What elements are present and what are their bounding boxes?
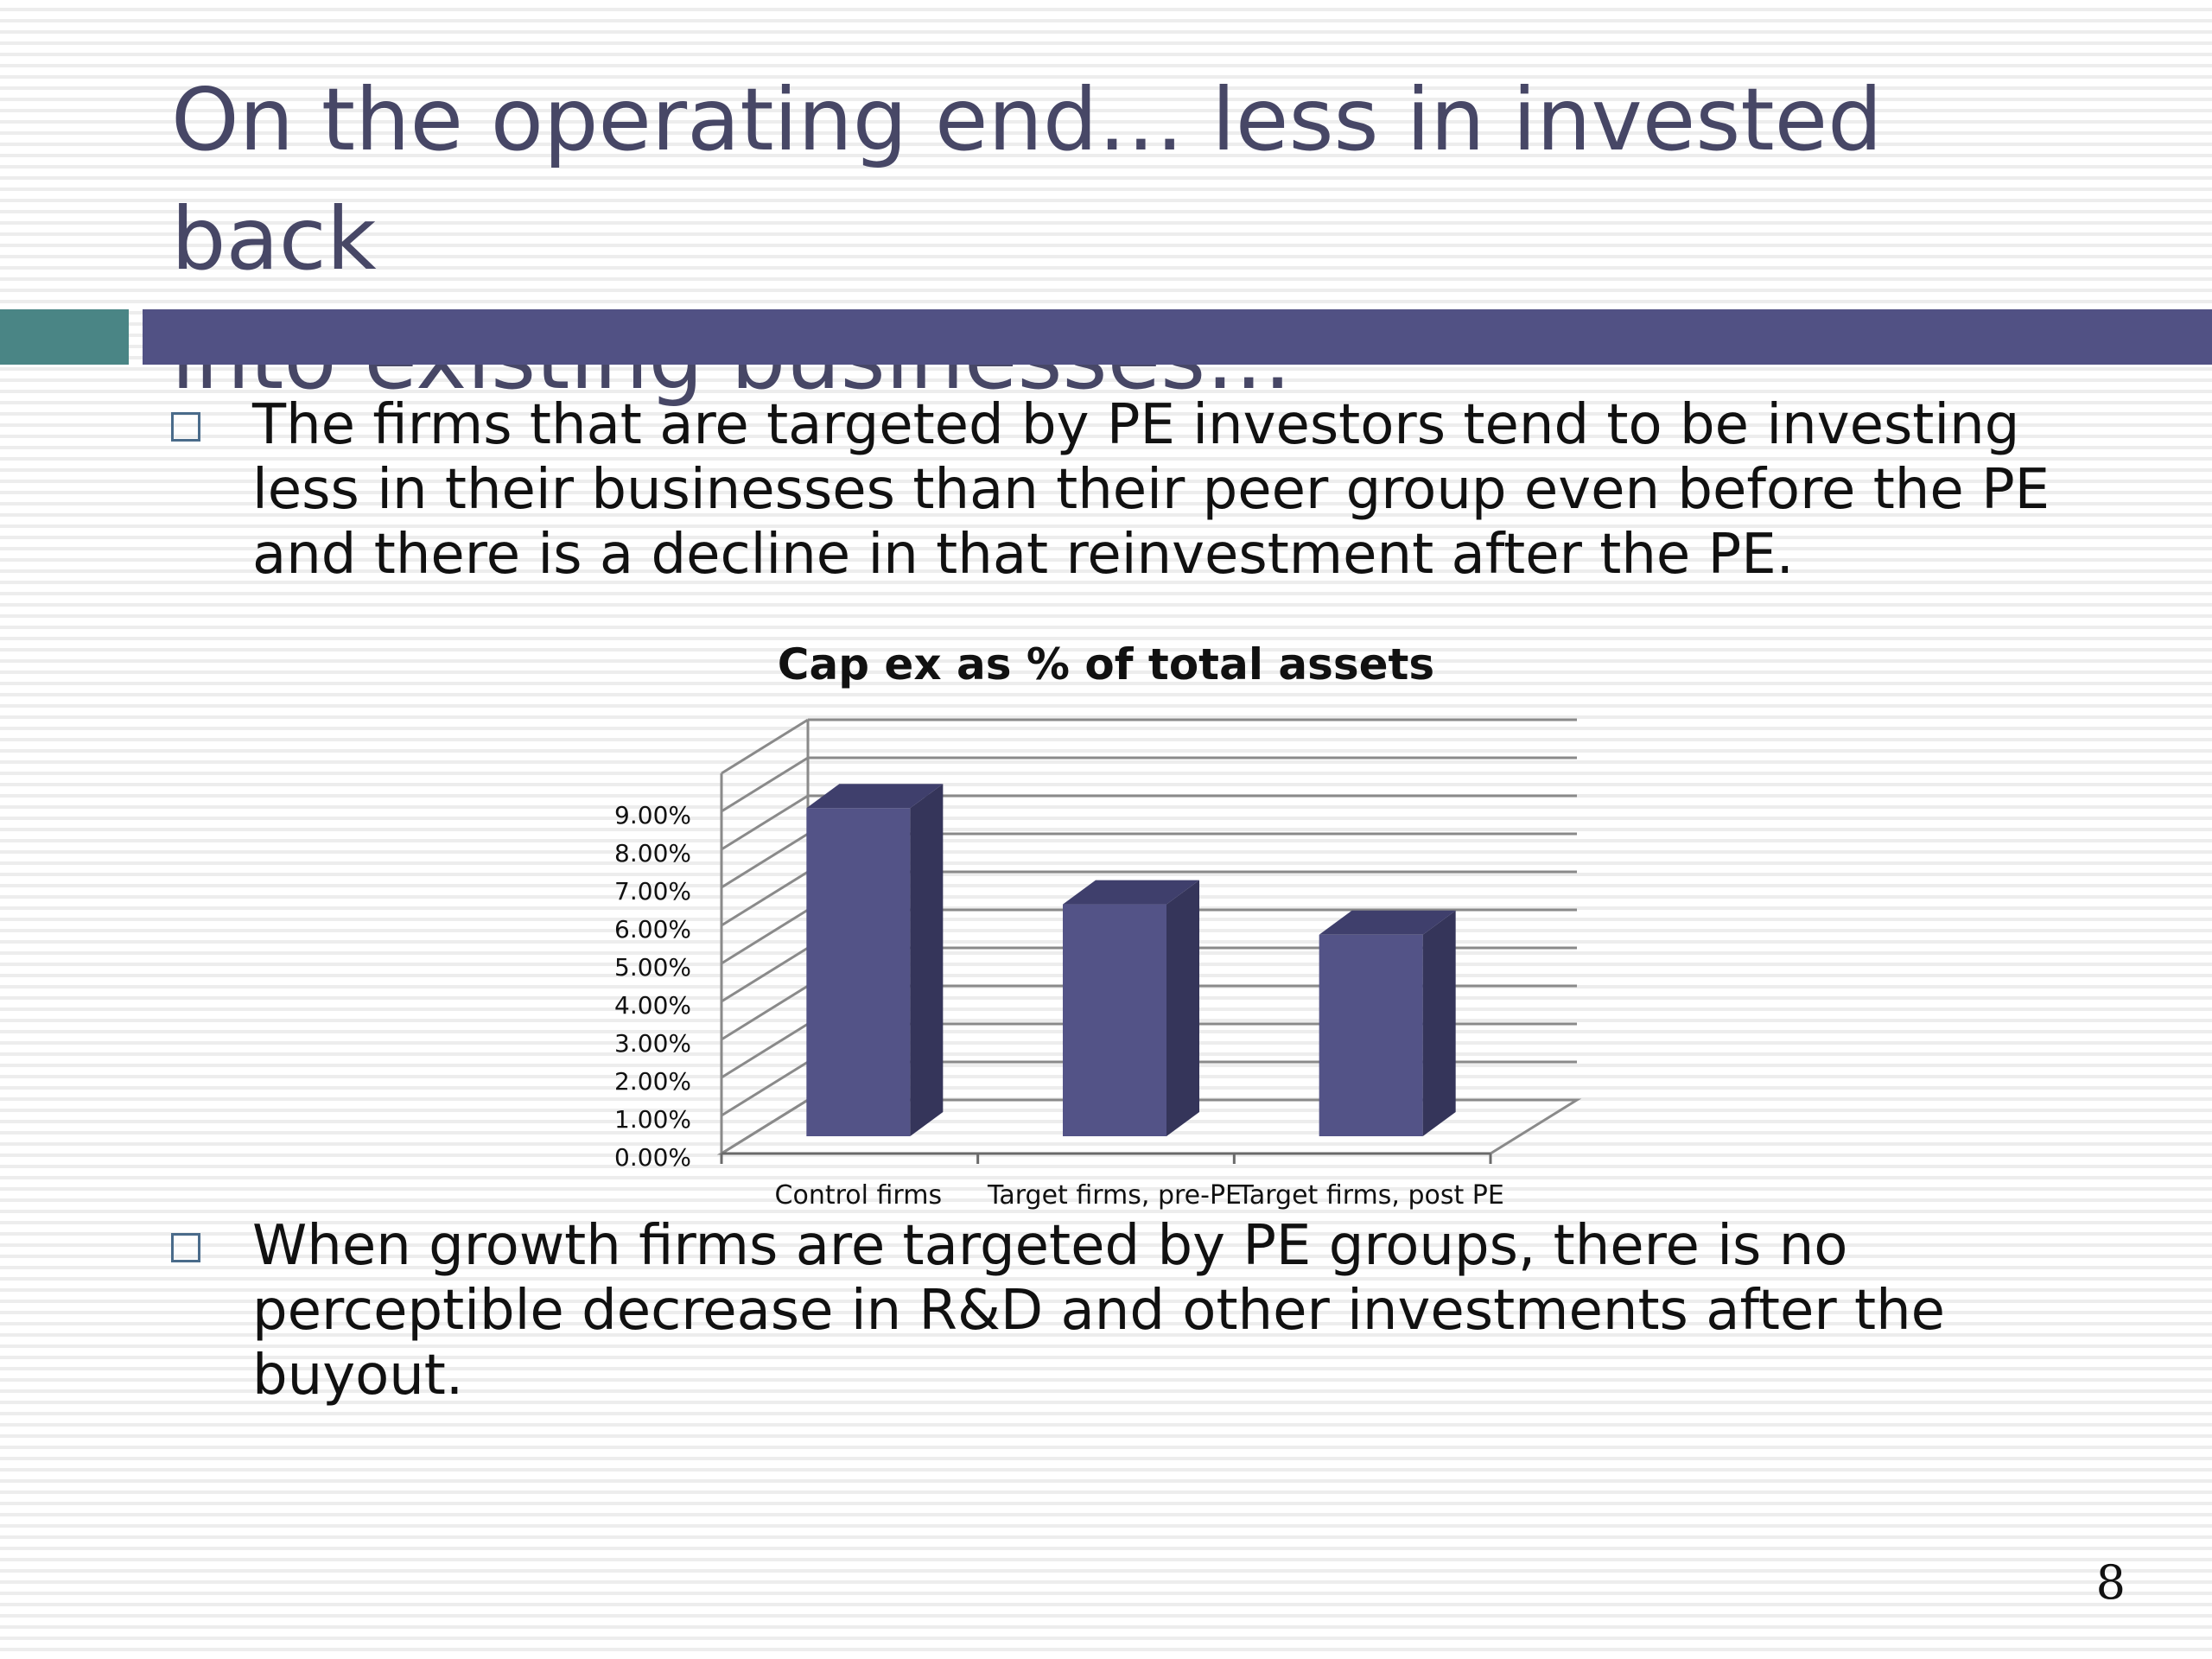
square-bullet-icon [171, 1233, 200, 1262]
y-tick-label: 6.00% [614, 915, 691, 944]
bar-top-3 [1319, 910, 1456, 935]
title-accent-bar-teal [0, 309, 129, 365]
bullet-item-2: When growth firms are targeted by PE gro… [171, 1214, 2107, 1408]
bar-side-1 [910, 784, 944, 1136]
gridline-side [721, 718, 809, 775]
y-tick-label: 0.00% [614, 1143, 691, 1172]
x-category-label: Target firms, post PE [1236, 1180, 1503, 1211]
y-tick-label: 3.00% [614, 1029, 691, 1058]
page-number: 8 [2095, 1555, 2126, 1610]
gridline-side [721, 870, 809, 927]
chart-title: Cap ex as % of total assets [777, 639, 1435, 690]
y-tick-label: 9.00% [614, 801, 691, 830]
bullet-item-1: The firms that are targeted by PE invest… [171, 393, 2107, 588]
y-tick-label: 5.00% [614, 953, 691, 982]
gridline-side [721, 984, 809, 1041]
bullet-text-1: The firms that are targeted by PE invest… [252, 393, 2050, 587]
y-tick-label: 2.00% [614, 1067, 691, 1096]
gridline-side [721, 794, 809, 851]
gridline-side [721, 1060, 809, 1117]
y-tick-label: 1.00% [614, 1105, 691, 1134]
gridline-side [721, 832, 809, 889]
gridline-side [721, 946, 809, 1003]
bar-front-2 [1063, 904, 1166, 1136]
title-accent-bar-purple [143, 309, 2212, 365]
y-tick-label: 8.00% [614, 839, 691, 868]
gridline-side [721, 908, 809, 965]
y-tick-label: 4.00% [614, 991, 691, 1020]
gridline-side [721, 756, 809, 813]
y-tick-label: 7.00% [614, 877, 691, 906]
bar-top-1 [806, 784, 944, 809]
bar-side-3 [1422, 910, 1456, 1136]
bar-top-2 [1063, 880, 1199, 905]
bar-side-2 [1166, 880, 1199, 1136]
bar-front-3 [1319, 934, 1423, 1136]
bullet-text-2: When growth firms are targeted by PE gro… [252, 1214, 1945, 1408]
x-category-label: Control firms [775, 1180, 943, 1211]
bar-front-1 [806, 808, 911, 1136]
x-category-label: Target firms, pre-PE [987, 1180, 1242, 1211]
gridline-side [721, 1022, 809, 1079]
square-bullet-icon [171, 412, 200, 442]
